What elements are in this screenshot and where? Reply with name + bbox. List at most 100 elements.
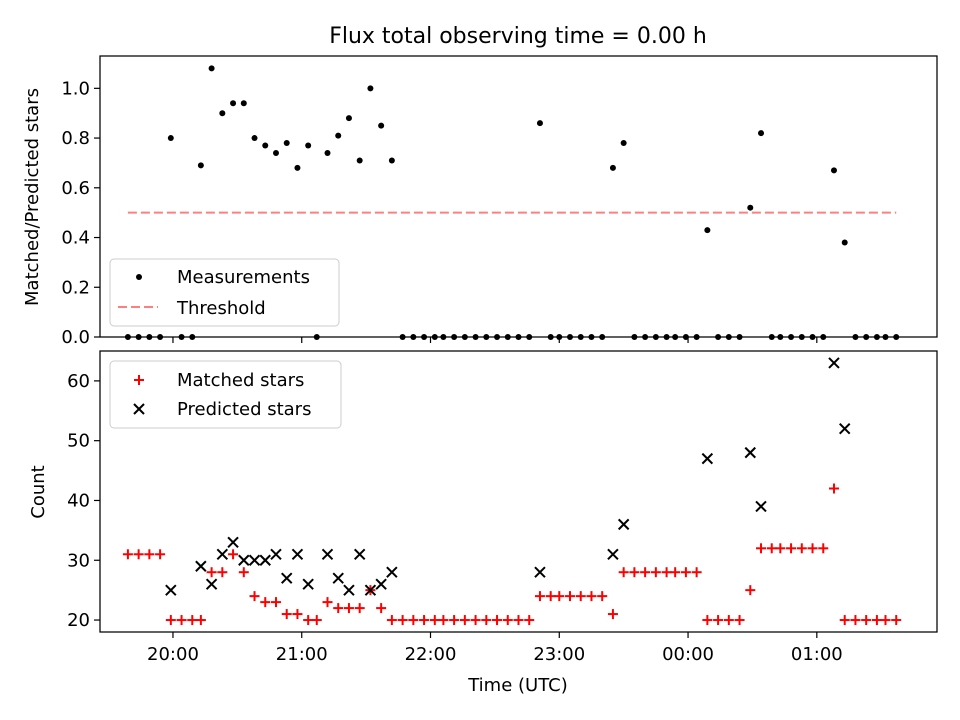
- matched-point: [545, 591, 556, 602]
- matched-point: [438, 615, 449, 626]
- matched-point: [270, 597, 281, 608]
- matched-point: [680, 567, 691, 578]
- measurement-point: [283, 140, 290, 147]
- ratio-y-axis-label: Matched/Predicted stars: [22, 88, 43, 306]
- x-tick-label: 23:00: [533, 644, 585, 665]
- predicted-point: [302, 578, 314, 590]
- matched-point: [155, 549, 166, 560]
- predicted-point: [291, 548, 304, 560]
- matched-point: [238, 567, 249, 578]
- matched-point: [343, 603, 354, 614]
- measurement-point: [272, 149, 279, 156]
- y-tick-label: 20: [67, 610, 90, 631]
- matched-point: [408, 615, 419, 626]
- y-tick-label: 50: [67, 431, 90, 452]
- measurement-point: [609, 164, 616, 171]
- matched-point: [871, 615, 882, 626]
- count-panel-frame: [99, 350, 938, 633]
- matched-point: [322, 597, 333, 608]
- measurement-point: [230, 100, 237, 107]
- predicted-point: [701, 452, 714, 465]
- matched-point: [661, 567, 672, 578]
- matched-point: [756, 543, 767, 554]
- matched-point: [629, 567, 640, 578]
- matched-point: [133, 549, 144, 560]
- y-tick-label: 0.8: [61, 128, 90, 149]
- measurement-point: [367, 85, 374, 92]
- matched-point: [818, 543, 829, 554]
- matched-point: [502, 615, 513, 626]
- measurement-point: [305, 142, 312, 149]
- predicted-point: [259, 554, 271, 566]
- ratio-panel: 0.0 0.2 0.4 0.6 0.8 1.0 Matched/Predicted sta…: [22, 55, 938, 348]
- predicted-point: [353, 548, 366, 560]
- measurement-point: [208, 65, 215, 72]
- ratio-y-ticks: 0.0 0.2 0.4 0.6 0.8 1.0: [61, 78, 100, 348]
- measurement-point: [345, 115, 352, 122]
- predicted-point: [534, 566, 546, 578]
- predicted-point: [227, 536, 239, 549]
- matched-point: [249, 591, 260, 602]
- predicted-point: [205, 578, 218, 590]
- ratio-x-ticks: [172, 337, 818, 343]
- measurement-point: [536, 120, 543, 127]
- measurement-point: [830, 167, 837, 174]
- legend-matched-label: Matched stars: [177, 370, 304, 391]
- predicted-point: [216, 548, 229, 560]
- matched-point: [481, 615, 492, 626]
- matched-point: [775, 543, 786, 554]
- matched-point: [891, 615, 902, 626]
- legend-predicted-marker: [133, 403, 145, 415]
- matched-point: [176, 615, 187, 626]
- count-y-ticks: 20 30 40 50 60: [67, 371, 100, 631]
- matched-point: [640, 567, 651, 578]
- legend-matched-marker: [134, 375, 144, 385]
- predicted-point: [755, 500, 767, 513]
- measurement-point: [251, 135, 258, 142]
- matched-point: [650, 567, 661, 578]
- legend-threshold-label: Threshold: [176, 298, 266, 319]
- measurement-point: [335, 132, 342, 139]
- predicted-point: [839, 423, 851, 435]
- measurement-point: [197, 162, 204, 169]
- matched-point: [618, 567, 629, 578]
- count-y-axis-label: Count: [28, 465, 49, 518]
- matched-point: [828, 483, 839, 494]
- y-tick-label: 30: [67, 550, 90, 571]
- count-legend: Matched stars Predicted stars: [109, 360, 342, 429]
- matched-point: [670, 567, 681, 578]
- y-tick-label: 0.4: [61, 228, 90, 249]
- matched-point: [745, 585, 756, 596]
- measurement-point: [388, 157, 395, 164]
- measurement-point: [294, 164, 301, 171]
- matched-point: [586, 591, 597, 602]
- matched-point: [554, 591, 565, 602]
- measurement-point: [747, 204, 754, 211]
- measurement-point: [356, 157, 363, 164]
- predicted-point: [375, 578, 387, 590]
- predicted-point: [343, 584, 355, 596]
- chart-title: Flux total observing time = 0.00 h: [329, 24, 707, 49]
- matched-point: [195, 615, 206, 626]
- measurement-point: [620, 140, 627, 147]
- matched-point: [796, 543, 807, 554]
- matched-point: [217, 567, 228, 578]
- measurement-point: [378, 122, 385, 129]
- matched-point: [376, 603, 387, 614]
- matched-point: [607, 609, 618, 620]
- matched-point: [470, 615, 481, 626]
- predicted-point: [617, 518, 630, 531]
- matched-point: [524, 615, 535, 626]
- count-legend-box: [109, 360, 342, 429]
- predicted-point: [238, 554, 250, 566]
- predicted-point: [195, 560, 207, 572]
- matched-point: [597, 591, 608, 602]
- y-tick-label: 1.0: [61, 78, 90, 99]
- matched-point: [228, 549, 239, 560]
- matched-point: [281, 609, 292, 620]
- ratio-marks: [124, 65, 900, 340]
- predicted-point: [332, 572, 344, 584]
- measurement-point: [758, 130, 765, 137]
- predicted-point: [386, 566, 398, 578]
- matched-point: [734, 615, 745, 626]
